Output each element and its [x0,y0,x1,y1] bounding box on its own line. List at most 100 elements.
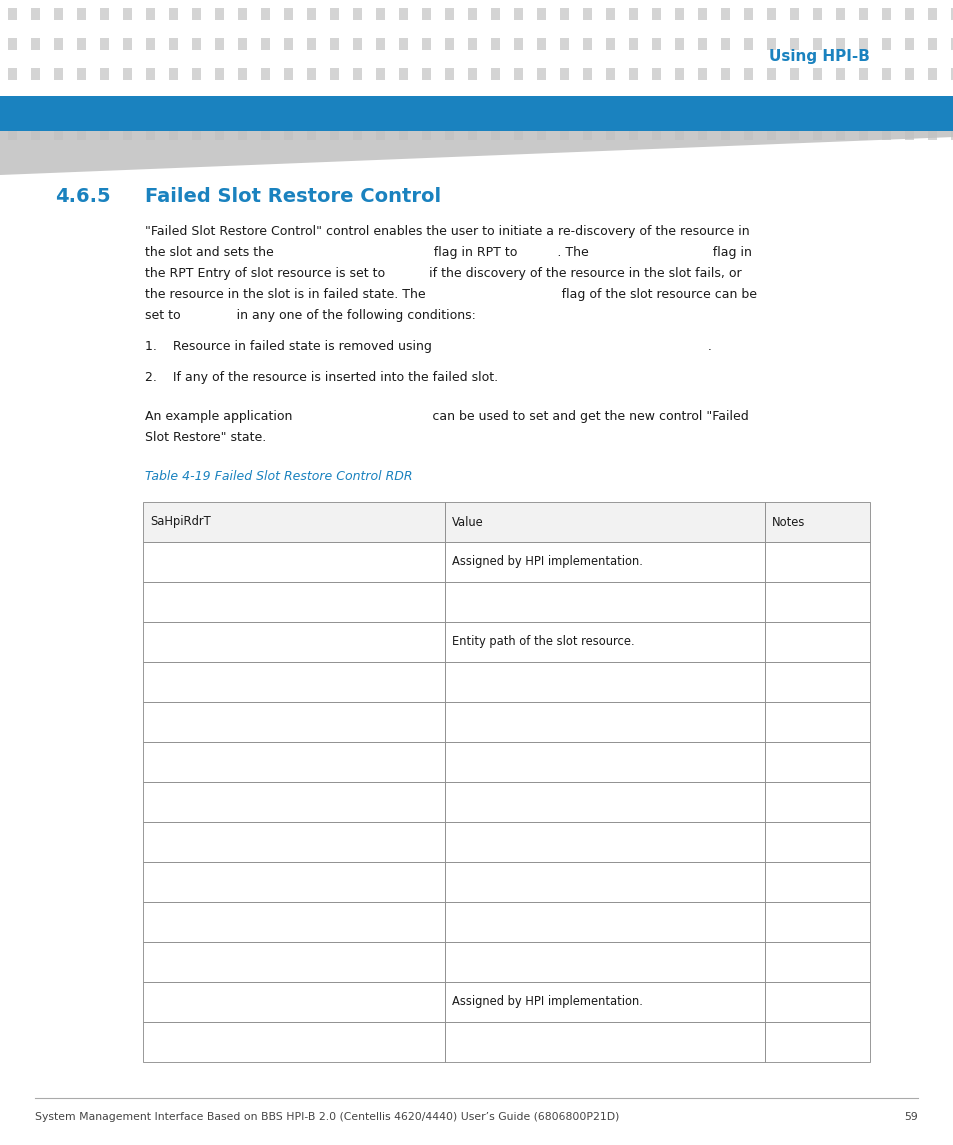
Text: 1.    Resource in failed state is removed using                                 : 1. Resource in failed state is removed u… [145,340,711,353]
Bar [763,702,869,742]
Bar [927,128,936,140]
Bar [143,582,444,622]
Bar [605,38,615,50]
Bar [743,8,752,19]
Bar [514,128,522,140]
Bar [675,8,683,19]
Bar [720,8,729,19]
Bar [559,38,568,50]
Bar [858,98,867,110]
Text: "Failed Slot Restore Control" control enables the user to initiate a re-discover: "Failed Slot Restore Control" control en… [145,226,749,238]
Bar [192,68,201,80]
Bar [330,38,338,50]
Bar [77,128,86,140]
Bar [628,68,638,80]
Text: Value: Value [451,515,483,529]
Bar [54,38,63,50]
Bar [143,902,444,942]
Bar [812,68,821,80]
Bar [950,68,953,80]
Bar [261,68,270,80]
Bar [123,68,132,80]
Bar [237,98,247,110]
Bar [468,8,476,19]
Bar [237,128,247,140]
Bar [882,38,890,50]
Bar [763,582,869,622]
Bar [214,8,224,19]
Bar [763,542,869,582]
Bar [720,38,729,50]
Bar [675,128,683,140]
Bar [8,8,17,19]
Bar [812,128,821,140]
Bar [763,862,869,902]
Bar [146,98,154,110]
Bar [444,662,763,702]
Bar [100,38,109,50]
Bar [559,68,568,80]
Bar [421,128,431,140]
Bar [375,128,385,140]
Bar [537,128,545,140]
Bar [468,128,476,140]
Bar [675,98,683,110]
Bar [192,128,201,140]
Bar [763,782,869,822]
Bar [789,8,799,19]
Bar [537,68,545,80]
Bar [444,982,763,1022]
Bar [307,98,315,110]
Text: the RPT Entry of slot resource is set to           if the discovery of the resou: the RPT Entry of slot resource is set to… [145,267,740,281]
Bar [766,68,775,80]
Bar [491,98,499,110]
Bar [835,68,844,80]
Bar [444,8,454,19]
Bar [789,38,799,50]
Bar [54,68,63,80]
Bar [0,96,953,131]
Bar [950,128,953,140]
Bar [858,128,867,140]
Bar [743,68,752,80]
Bar [307,8,315,19]
Bar [582,68,592,80]
Bar [146,68,154,80]
Bar [720,98,729,110]
Bar [763,1022,869,1063]
Text: SaHpiRdrT: SaHpiRdrT [150,515,211,529]
Bar [143,1022,444,1063]
Bar [398,38,408,50]
Bar [143,702,444,742]
Bar [628,128,638,140]
Bar [766,8,775,19]
Bar [261,98,270,110]
Bar [835,128,844,140]
Bar [54,8,63,19]
Text: 4.6.5: 4.6.5 [55,187,111,206]
Bar [444,622,763,662]
Bar [858,38,867,50]
Bar [444,862,763,902]
Text: Assigned by HPI implementation.: Assigned by HPI implementation. [451,995,642,1009]
Bar [169,98,178,110]
Bar [698,38,706,50]
Bar [763,502,869,542]
Bar [882,68,890,80]
Bar [763,902,869,942]
Bar [468,38,476,50]
Bar [651,38,660,50]
Text: the resource in the slot is in failed state. The                                : the resource in the slot is in failed st… [145,289,757,301]
Bar [421,38,431,50]
Bar [766,98,775,110]
Bar [789,98,799,110]
Bar [353,68,361,80]
Bar [30,68,40,80]
Bar [123,38,132,50]
Bar [812,38,821,50]
Bar [882,128,890,140]
Bar [537,38,545,50]
Bar [375,98,385,110]
Bar [444,502,763,542]
Bar [763,622,869,662]
